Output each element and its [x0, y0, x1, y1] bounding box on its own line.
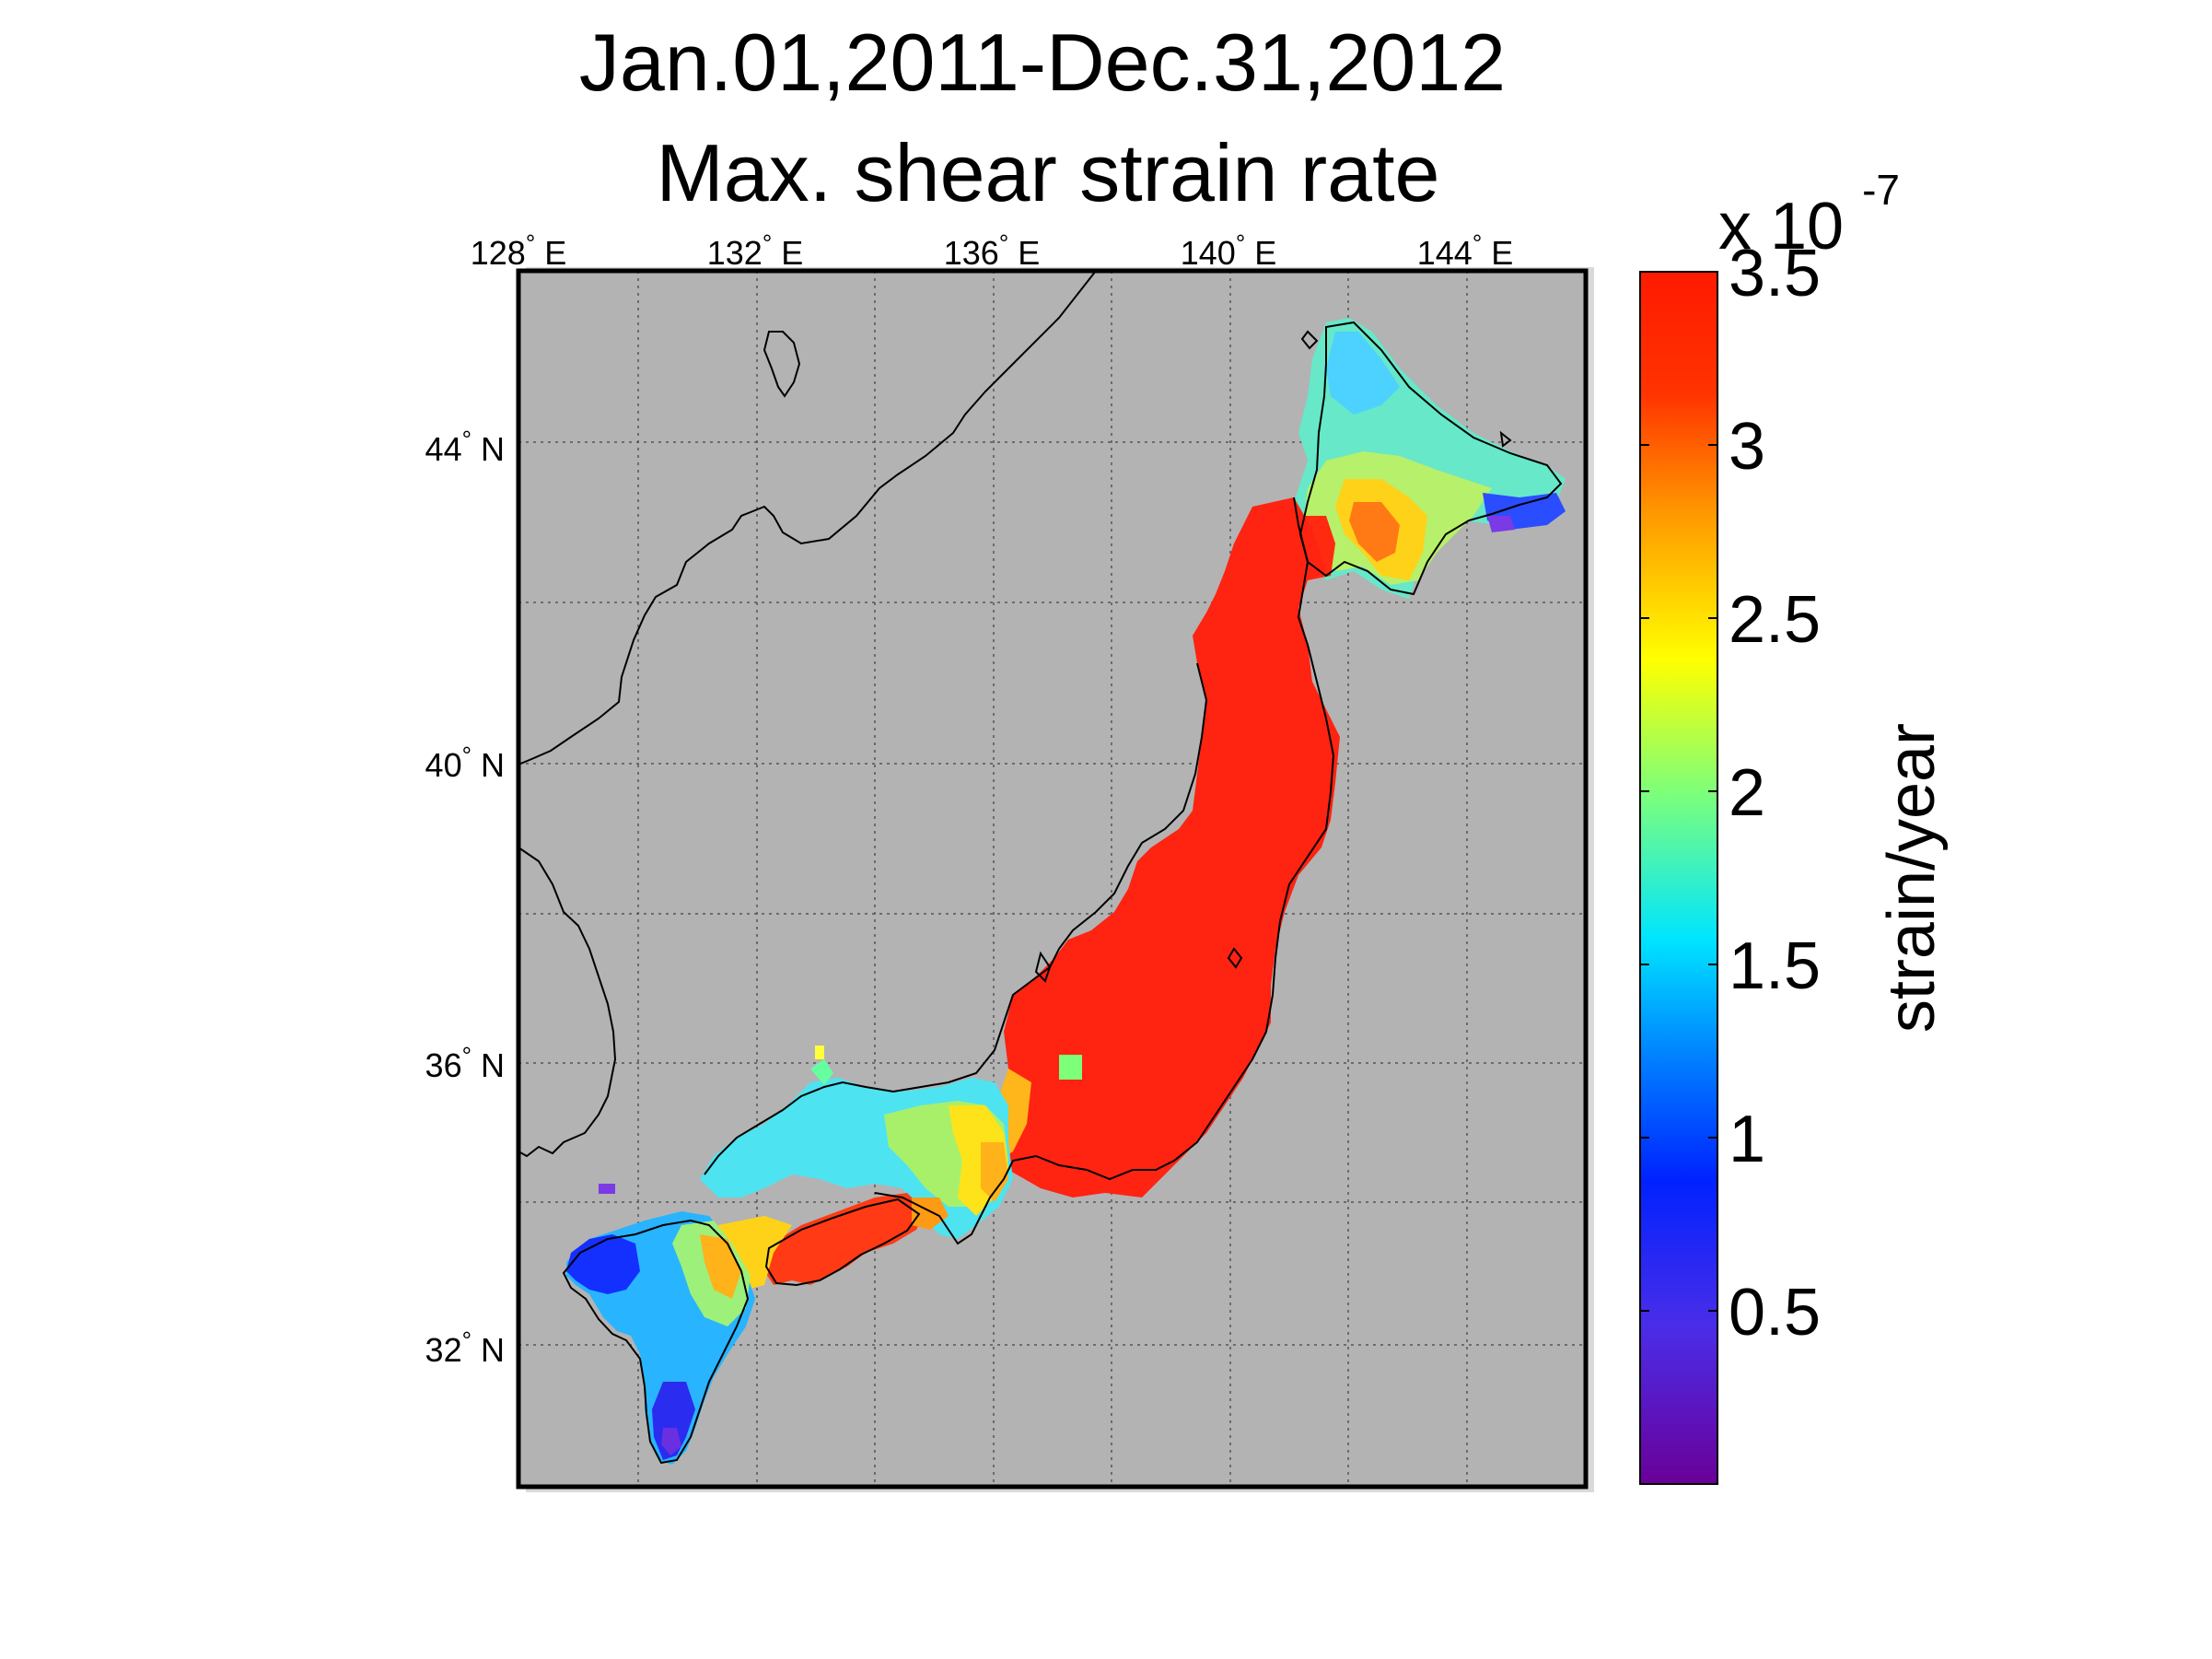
colorbar-tick-label: 0.5	[1729, 1276, 1821, 1349]
map-panel: 128° E 132° E 136° E 140° E 144° E 44° N 40° …	[425, 229, 1594, 1492]
title-line-1: Jan.01,2011-Dec.31,2012	[579, 17, 1506, 108]
lat-tick-label: 40° N	[425, 742, 505, 784]
region-honshu	[995, 497, 1340, 1198]
colorbar-tick-label: 1.5	[1729, 929, 1821, 1003]
colorbar-tick-label: 1	[1729, 1103, 1765, 1176]
map-frame	[516, 268, 1589, 1490]
colorbar-multiplier: x 10 -7	[1718, 166, 1900, 263]
sakhalin-coastline	[763, 331, 801, 398]
lon-tick-label: 140° E	[1181, 229, 1277, 272]
lat-tick-label: 32° N	[425, 1326, 505, 1369]
colorbar-tick-label: 3.5	[1729, 237, 1821, 310]
colorbar-label: strain/year	[1875, 723, 1949, 1033]
lon-tick-label: 144° E	[1417, 229, 1514, 272]
longitude-ticks: 128° E 132° E 136° E 140° E 144° E	[471, 229, 1514, 272]
colorbar-ticks: 3.5 3 2.5 2 1.5 1 0.5	[1640, 237, 1821, 1349]
title-line-2: Max. shear strain rate	[657, 127, 1440, 218]
colorbar-tick-label: 2.5	[1729, 583, 1821, 657]
lat-tick-label: 44° N	[425, 426, 505, 468]
colorbar-multiplier-exponent: -7	[1862, 166, 1900, 214]
mainland-coastline	[518, 271, 1097, 765]
lon-tick-label: 132° E	[707, 229, 804, 272]
korea-coastline	[518, 847, 617, 1158]
lon-tick-label: 128° E	[471, 229, 567, 272]
colorbar: 3.5 3 2.5 2 1.5 1 0.5 x 10 -7 strain/year	[1639, 166, 1949, 1485]
japan-coastlines	[562, 321, 1563, 1465]
lon-tick-label: 136° E	[944, 229, 1041, 272]
lat-tick-label: 36° N	[425, 1042, 505, 1084]
colorbar-gradient	[1639, 271, 1718, 1485]
region-shikoku	[764, 1193, 926, 1285]
colorbar-tick-label: 2	[1729, 756, 1765, 830]
colorbar-multiplier-base: x 10	[1718, 190, 1844, 263]
latitude-ticks: 44° N 40° N 36° N 32° N	[425, 426, 505, 1369]
colorbar-tick-label: 3	[1729, 410, 1765, 484]
